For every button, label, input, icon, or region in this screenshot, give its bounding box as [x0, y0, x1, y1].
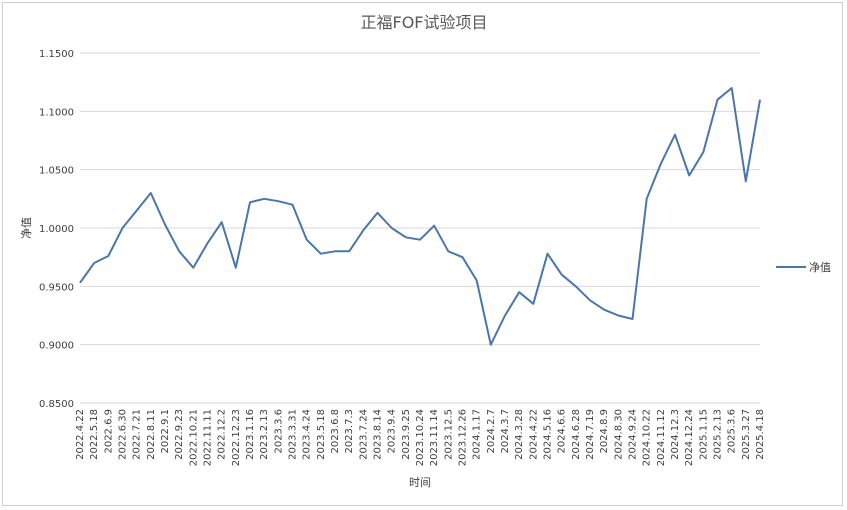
- x-tick-label: 2022.12.2: [217, 409, 228, 460]
- x-tick-label: 2023.11.14: [429, 409, 440, 466]
- x-axis-ticks: 2022.4.22 2022.5.18 2022.6.9 2022.6.30 2022.…: [75, 409, 766, 466]
- chart-title: 正福FOF试验项目: [360, 13, 487, 32]
- x-tick-label: 2023.8.14: [373, 409, 384, 460]
- x-tick-label: 2024.12.24: [684, 409, 695, 466]
- x-tick-label: 2022.12.23: [231, 409, 242, 466]
- x-tick-label: 2022.9.23: [174, 409, 185, 460]
- x-tick-label: 2022.10.21: [188, 409, 199, 466]
- x-tick-label: 2022.6.30: [118, 409, 129, 460]
- x-tick-label: 2024.6.6: [557, 409, 568, 454]
- x-tick-label: 2024.1.17: [472, 409, 483, 460]
- y-tick-label: 0.9000: [39, 341, 74, 352]
- x-tick-label: 2024.6.28: [571, 409, 582, 460]
- x-tick-label: 2022.8.11: [146, 409, 157, 460]
- x-tick-label: 2023.7.24: [358, 409, 369, 460]
- x-tick-label: 2022.4.22: [75, 409, 86, 460]
- x-tick-label: 2023.5.18: [316, 409, 327, 460]
- y-axis-ticks: 0.8500 0.9000 0.9500 1.0000 1.0500 1.1000 1.15…: [39, 49, 74, 410]
- x-tick-label: 2024.3.7: [500, 409, 511, 454]
- x-tick-label: 2024.8.30: [613, 409, 624, 460]
- x-tick-label: 2024.10.22: [642, 409, 653, 466]
- x-tick-label: 2023.4.24: [302, 409, 313, 460]
- x-tick-label: 2023.6.8: [330, 409, 341, 454]
- y-tick-label: 1.1500: [39, 49, 74, 60]
- x-tick-label: 2023.12.26: [458, 409, 469, 466]
- x-tick-label: 2024.5.16: [543, 409, 554, 460]
- x-tick-label: 2023.9.25: [401, 409, 412, 460]
- legend: 净值: [776, 260, 831, 274]
- x-tick-label: 2022.5.18: [89, 409, 100, 460]
- y-tick-label: 1.1000: [39, 107, 74, 118]
- x-tick-label: 2025.1.15: [698, 409, 709, 460]
- x-tick-label: 2023.9.4: [387, 409, 398, 454]
- x-tick-label: 2022.9.1: [160, 409, 171, 454]
- gridlines: [80, 52, 760, 404]
- x-tick-label: 2023.12.5: [443, 409, 454, 460]
- y-tick-label: 0.9500: [39, 282, 74, 293]
- x-tick-label: 2025.3.6: [727, 409, 738, 454]
- x-tick-label: 2023.1.16: [245, 409, 256, 460]
- y-tick-label: 1.0000: [39, 224, 74, 235]
- x-tick-label: 2022.11.11: [203, 409, 214, 466]
- x-tick-label: 2025.2.13: [713, 409, 724, 460]
- x-tick-label: 2023.3.31: [288, 409, 299, 460]
- x-tick-label: 2024.7.19: [585, 409, 596, 460]
- x-tick-label: 2025.4.18: [755, 409, 766, 460]
- x-tick-label: 2024.3.28: [514, 409, 525, 460]
- x-tick-label: 2024.9.24: [628, 409, 639, 460]
- x-tick-label: 2022.7.21: [132, 409, 143, 460]
- x-tick-label: 2024.2.7: [486, 409, 497, 454]
- x-tick-label: 2025.3.27: [741, 409, 752, 460]
- x-axis-label: 时间: [409, 476, 431, 489]
- y-tick-label: 0.8500: [39, 399, 74, 410]
- series-line-jingzhi: [79, 87, 761, 346]
- y-tick-label: 1.0500: [39, 166, 74, 177]
- x-tick-label: 2024.4.22: [528, 409, 539, 460]
- x-tick-label: 2024.8.9: [599, 409, 610, 454]
- x-tick-label: 2022.6.9: [103, 409, 114, 454]
- legend-label: 净值: [809, 260, 831, 274]
- x-tick-label: 2023.3.6: [273, 409, 284, 454]
- x-tick-label: 2024.11.12: [656, 409, 667, 466]
- y-axis-label: 净值: [19, 217, 33, 239]
- x-tick-label: 2023.10.24: [415, 409, 426, 466]
- x-tick-label: 2024.12.3: [670, 409, 681, 460]
- x-tick-label: 2023.2.13: [259, 409, 270, 460]
- x-tick-label: 2023.7.3: [344, 409, 355, 454]
